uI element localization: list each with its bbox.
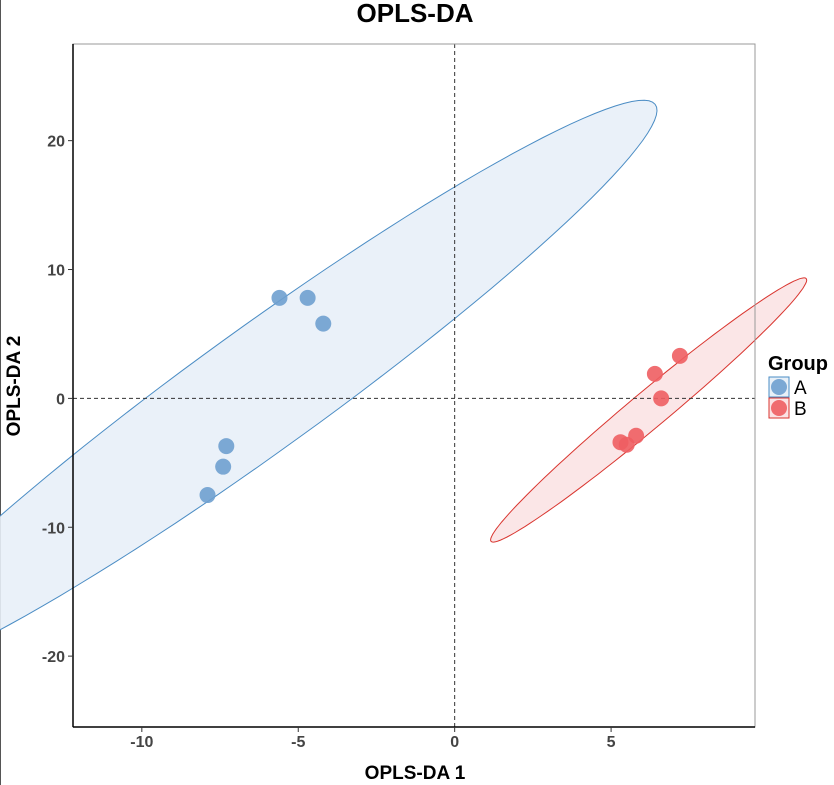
y-tick-label: -10 — [42, 520, 65, 537]
legend-title: Group — [768, 353, 828, 375]
legend: Group AB — [768, 353, 828, 420]
legend-marker-b — [771, 400, 787, 416]
window-edge — [0, 0, 1, 785]
chart-title: OPLS-DA — [357, 0, 474, 28]
x-axis-label: OPLS-DA 1 — [365, 763, 466, 784]
x-tick-label: 0 — [450, 734, 459, 751]
axes: -10 -5 0 5 -20 -10 0 10 20 — [42, 44, 755, 751]
y-tick-label: 20 — [47, 134, 65, 151]
reference-lines — [73, 44, 755, 727]
data-points — [199, 289, 688, 504]
x-tick-label: -10 — [130, 734, 153, 751]
point-b-3 — [653, 390, 670, 407]
y-tick-label: 10 — [47, 263, 65, 280]
point-b-2 — [646, 365, 663, 382]
legend-items: AB — [768, 376, 807, 420]
confidence-ellipses — [0, 99, 808, 631]
point-a-1 — [271, 289, 288, 306]
x-tick-label: -5 — [291, 734, 305, 751]
y-tick-label: -20 — [42, 649, 65, 666]
point-a-4 — [218, 438, 235, 455]
legend-label-b: B — [794, 399, 807, 420]
point-a-3 — [315, 315, 332, 332]
y-tick-label: 0 — [56, 391, 65, 408]
point-a-5 — [215, 458, 232, 475]
point-b-1 — [671, 347, 688, 364]
point-b-6 — [618, 436, 635, 453]
point-a-2 — [299, 289, 316, 306]
ellipse-group-a — [0, 99, 658, 631]
ellipse-group-b — [490, 277, 808, 543]
legend-label-a: A — [794, 378, 807, 399]
point-a-6 — [199, 487, 216, 504]
y-axis-label: OPLS-DA 2 — [4, 336, 25, 437]
legend-marker-a — [771, 379, 787, 395]
x-tick-label: 5 — [607, 734, 616, 751]
